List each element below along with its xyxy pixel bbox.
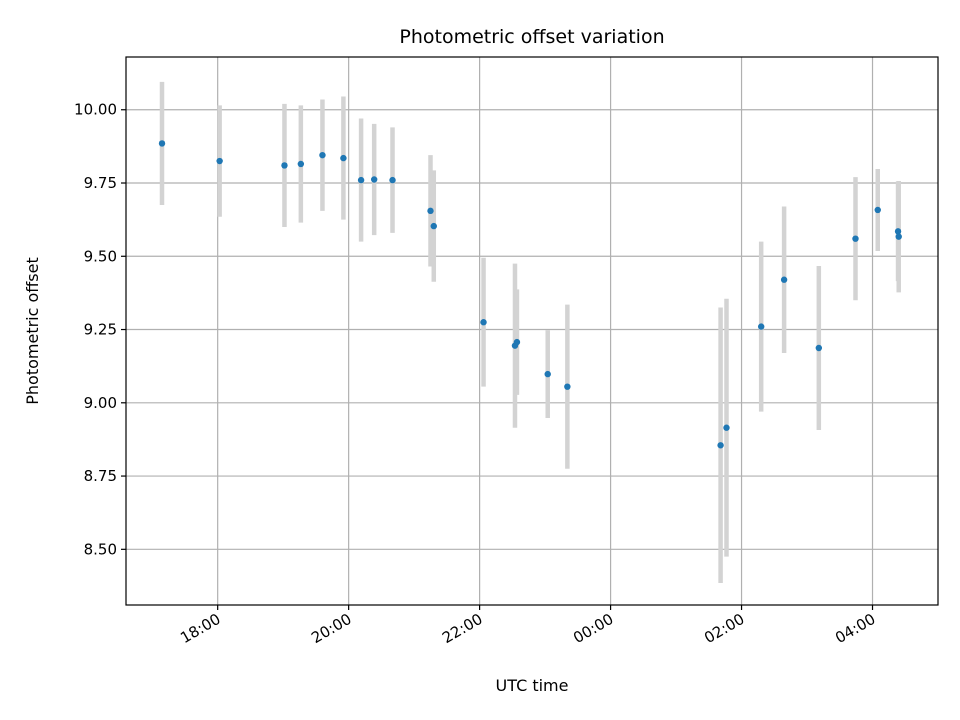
gridlines xyxy=(126,57,938,605)
data-point xyxy=(319,151,326,159)
y-axis-label: Photometric offset xyxy=(23,257,42,405)
data-point xyxy=(757,323,765,330)
data-point xyxy=(281,162,288,169)
data-point xyxy=(427,207,434,215)
data-point xyxy=(895,233,902,240)
y-tick-label: 9.00 xyxy=(84,394,117,412)
data-point xyxy=(717,442,724,449)
data-points xyxy=(158,140,902,449)
data-point xyxy=(852,235,859,242)
data-point xyxy=(513,338,521,346)
data-point xyxy=(723,424,730,431)
data-point xyxy=(874,206,881,214)
y-tick-label: 9.50 xyxy=(84,247,117,265)
data-point xyxy=(780,276,788,283)
data-point xyxy=(480,319,487,326)
x-axis-label: UTC time xyxy=(496,676,569,695)
data-point xyxy=(564,383,571,390)
data-point xyxy=(216,157,223,165)
y-tick-label: 8.50 xyxy=(84,540,117,558)
y-tick-label: 9.75 xyxy=(84,174,117,192)
data-point xyxy=(158,140,166,147)
data-point xyxy=(370,176,378,183)
data-point xyxy=(357,176,365,184)
data-point xyxy=(297,160,305,168)
y-tick-label: 10.00 xyxy=(74,101,117,119)
data-point xyxy=(815,344,823,352)
chart-title: Photometric offset variation xyxy=(399,26,664,48)
plot-frame xyxy=(125,56,939,606)
data-point xyxy=(894,228,902,235)
y-tick-label: 8.75 xyxy=(84,467,117,485)
data-point xyxy=(389,176,396,184)
data-point xyxy=(544,370,551,378)
y-tick-label: 9.25 xyxy=(84,321,117,339)
data-point xyxy=(430,222,437,230)
data-point xyxy=(340,154,347,162)
y-axis-ticks: 8.50 8.75 9.00 9.25 9.50 9.75 10.00 xyxy=(74,101,126,558)
